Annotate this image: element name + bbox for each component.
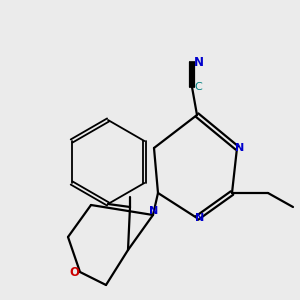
Text: N: N bbox=[194, 56, 204, 68]
Text: N: N bbox=[195, 213, 204, 223]
Text: N: N bbox=[149, 206, 158, 216]
Text: O: O bbox=[70, 266, 80, 278]
Text: C: C bbox=[194, 82, 202, 92]
Text: N: N bbox=[235, 143, 244, 153]
